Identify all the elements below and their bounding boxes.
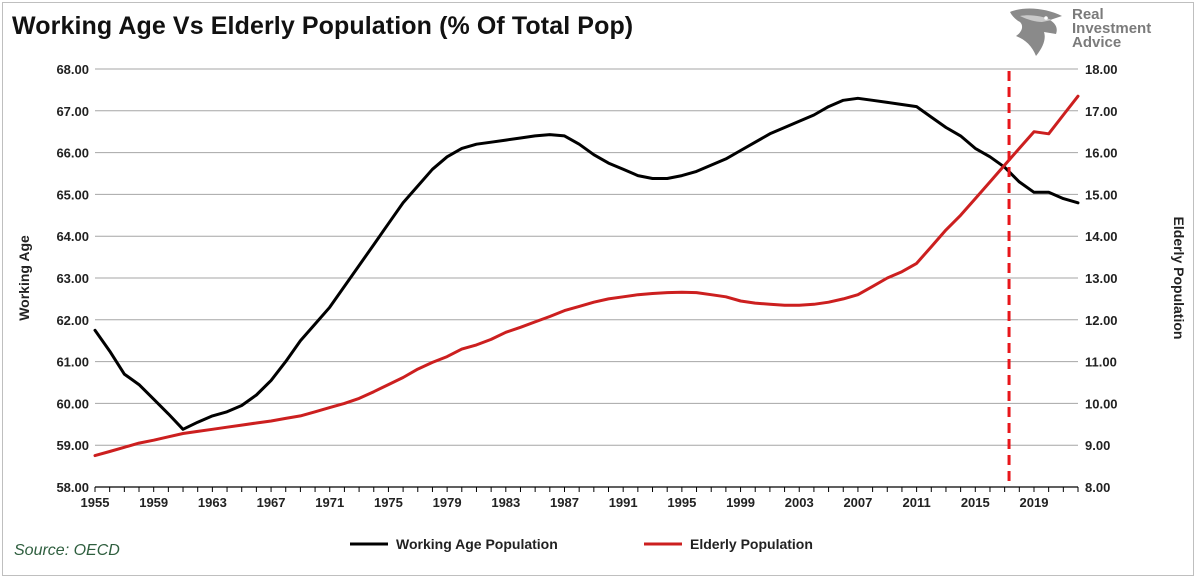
gridlines [95, 68, 1078, 488]
x-tick-label: 2019 [1020, 495, 1049, 510]
left-tick-label: 66.00 [56, 146, 89, 161]
source-note: Source: OECD [14, 542, 120, 559]
x-tick-label: 1995 [667, 495, 696, 510]
x-tick-label: 2011 [903, 495, 931, 510]
x-tick-label: 1971 [315, 495, 344, 510]
right-tick-label: 11.00 [1085, 355, 1117, 370]
right-tick-label: 14.00 [1085, 229, 1118, 244]
chart-title: Working Age Vs Elderly Population (% Of … [12, 12, 634, 40]
series-line-working-age [93, 96, 1080, 431]
x-axis-ticks: 1955 1959 1963 1967 1971 1975 1979 1983 1987 1991… [81, 487, 1079, 510]
right-tick-label: 18.00 [1085, 62, 1118, 77]
right-tick-label: 17.00 [1085, 104, 1118, 119]
right-axis-ticks: 8.00 9.00 10.00 11.00 12.00 13.00 14.00 15.00 16… [1085, 62, 1118, 495]
left-tick-label: 60.00 [56, 396, 89, 411]
left-tick-label: 67.00 [56, 104, 89, 119]
right-axis-title: Elderly Population [1171, 217, 1187, 340]
x-tick-label: 1975 [374, 495, 403, 510]
right-tick-label: 9.00 [1085, 438, 1110, 453]
left-axis-title: Working Age [16, 235, 32, 321]
series-line-elderly [93, 94, 1080, 458]
left-tick-label: 65.00 [56, 187, 89, 202]
right-tick-label: 10.00 [1085, 396, 1118, 411]
left-tick-label: 68.00 [56, 62, 89, 77]
series-lines [93, 94, 1080, 458]
x-tick-label: 1991 [609, 495, 638, 510]
x-tick-label: 1979 [433, 495, 462, 510]
x-tick-label: 1963 [198, 495, 227, 510]
logo-line-1: Real [1072, 6, 1104, 23]
x-tick-label: 1999 [726, 495, 755, 510]
logo-line-2: Investment [1072, 20, 1152, 37]
left-tick-label: 58.00 [56, 480, 89, 495]
x-tick-label: 1959 [139, 495, 168, 510]
brand-logo: Real Investment Advice [1006, 6, 1186, 60]
x-tick-label: 2007 [843, 495, 872, 510]
right-tick-label: 13.00 [1085, 271, 1118, 286]
legend: Working Age Population Elderly Populatio… [350, 536, 813, 552]
logo-line-3: Advice [1072, 34, 1122, 51]
left-tick-label: 62.00 [56, 313, 89, 328]
eagle-head-icon [1010, 8, 1062, 56]
x-tick-label: 1983 [491, 495, 520, 510]
right-tick-label: 12.00 [1085, 313, 1118, 328]
left-axis-ticks: 58.00 59.00 60.00 61.00 62.00 63.00 64.00 65.00… [56, 62, 89, 495]
x-tick-label: 1967 [257, 495, 286, 510]
legend-label-elderly: Elderly Population [690, 536, 813, 552]
x-tick-label: 1987 [550, 495, 579, 510]
left-tick-label: 61.00 [56, 355, 89, 370]
legend-label-working: Working Age Population [396, 536, 558, 552]
right-tick-label: 8.00 [1085, 480, 1110, 495]
left-tick-label: 64.00 [56, 229, 89, 244]
x-tick-label: 1955 [81, 495, 110, 510]
left-tick-label: 63.00 [56, 271, 89, 286]
x-tick-label: 2015 [961, 495, 990, 510]
left-tick-label: 59.00 [56, 438, 89, 453]
x-tick-label: 2003 [785, 495, 814, 510]
right-tick-label: 15.00 [1085, 187, 1118, 202]
logo-text: Real Investment Advice [1072, 6, 1152, 51]
right-tick-label: 16.00 [1085, 146, 1118, 161]
